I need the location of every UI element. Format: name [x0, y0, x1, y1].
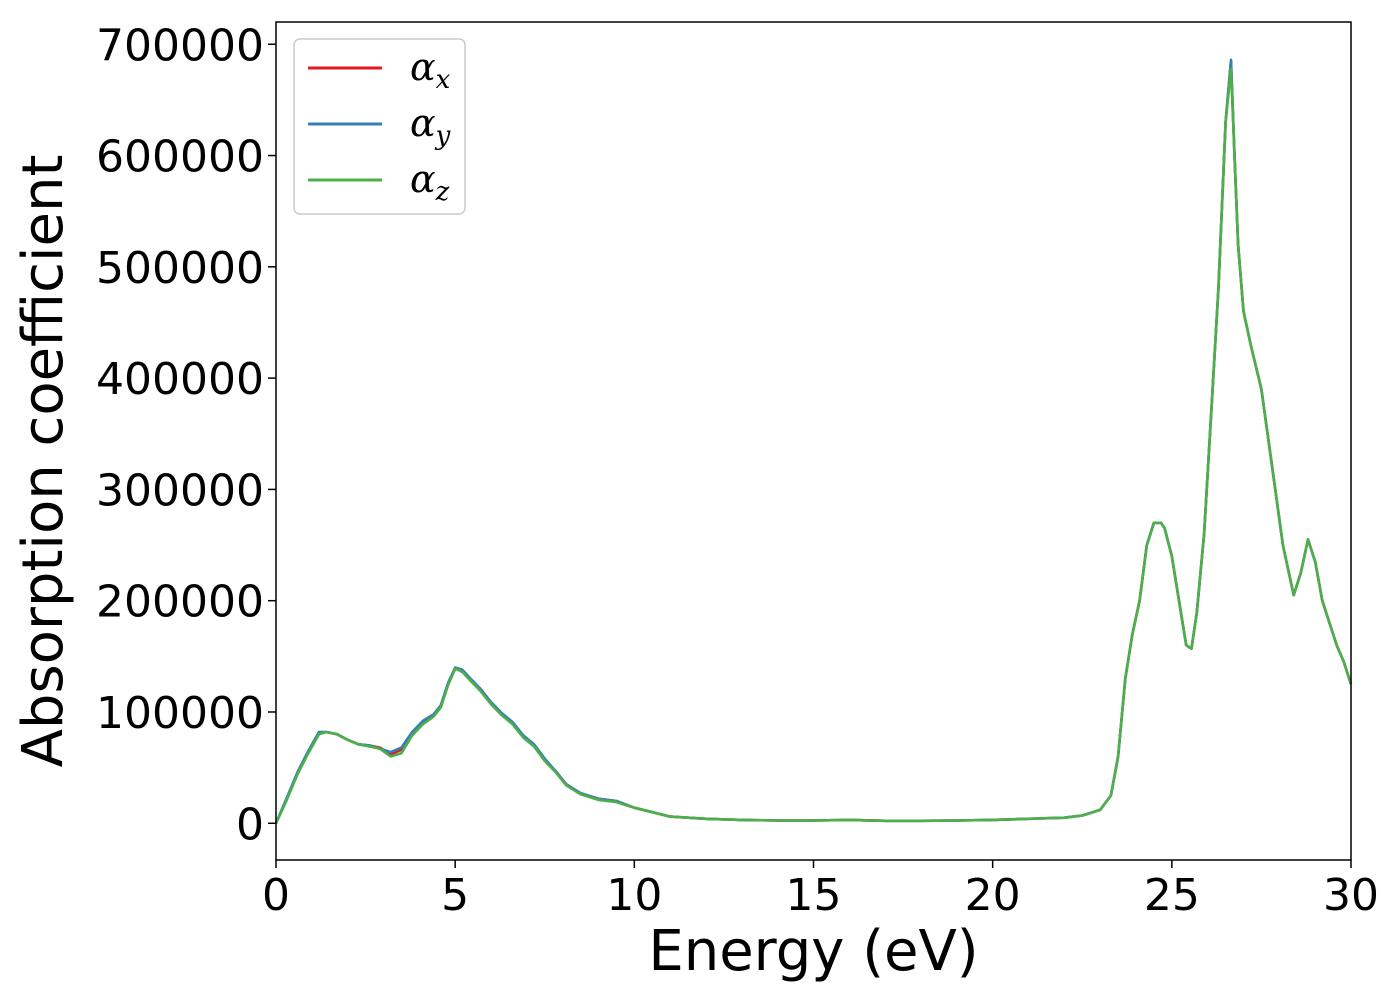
x-tick-label: 10 [606, 870, 662, 921]
y-tick-label: 700000 [96, 20, 264, 71]
series-line-z [274, 67, 1353, 824]
x-tick-label: 5 [441, 870, 469, 921]
x-tick-label: 0 [262, 870, 290, 921]
x-tick-label: 30 [1323, 870, 1379, 921]
x-axis: 0 5 10 15 20 25 30 [262, 860, 1379, 921]
x-tick-label: 20 [965, 870, 1021, 921]
y-tick-label: 100000 [96, 688, 264, 739]
y-tick-label: 300000 [96, 465, 264, 516]
x-axis-label: Energy (eV) [648, 919, 978, 984]
y-tick-label: 200000 [96, 577, 264, 628]
x-tick-label: 25 [1144, 870, 1200, 921]
y-axis-label: Absorption coefficient [11, 155, 76, 768]
y-tick-label: 600000 [96, 132, 264, 183]
series-layer [274, 58, 1353, 824]
y-tick-label: 400000 [96, 354, 264, 405]
x-tick-label: 15 [786, 870, 842, 921]
y-tick-label: 500000 [96, 243, 264, 294]
y-axis: 0 100000 200000 300000 400000 500000 600000 700… [96, 20, 276, 850]
y-tick-label: 0 [236, 799, 264, 850]
legend-box [293, 38, 466, 215]
